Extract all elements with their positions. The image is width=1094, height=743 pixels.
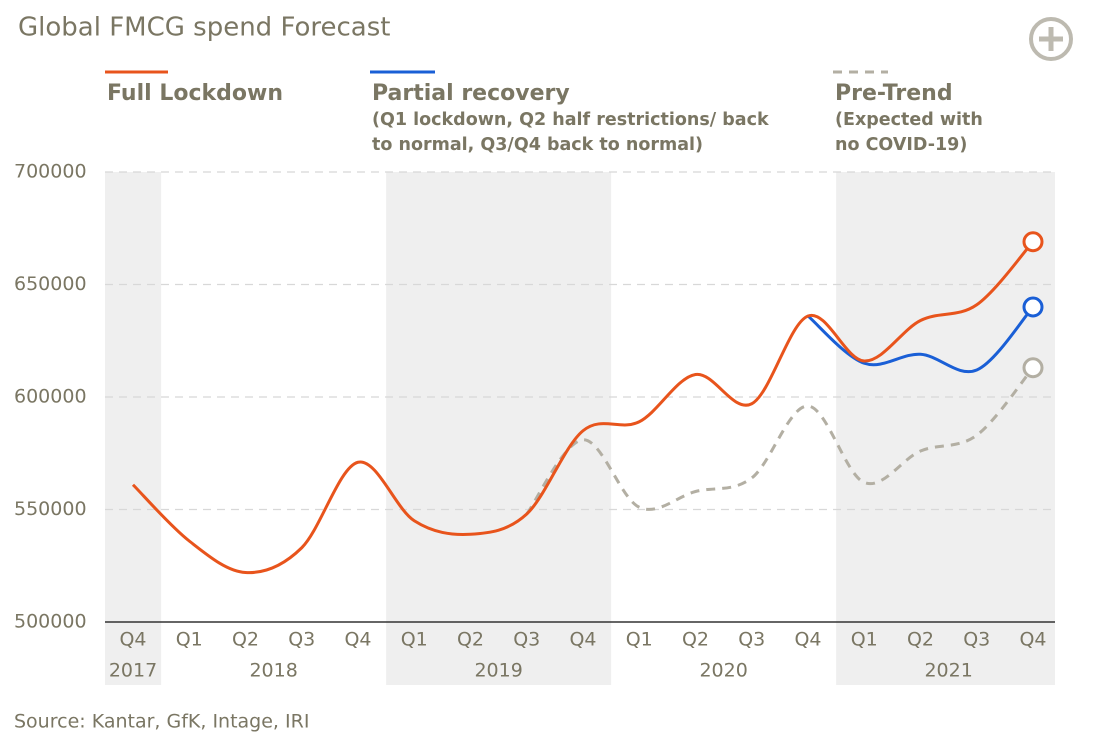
year-band [105, 172, 162, 685]
series-line [525, 366, 1035, 515]
x-tick-label: Q3 [288, 629, 315, 651]
x-tick-label: Q1 [401, 629, 428, 651]
legend-label: Partial recovery [372, 81, 570, 106]
year-label: 2018 [249, 660, 297, 682]
year-band [386, 172, 612, 685]
x-tick-label: Q2 [457, 629, 484, 651]
x-tick-label: Q2 [682, 629, 709, 651]
x-tick-label: Q4 [344, 629, 371, 651]
x-tick-label: Q1 [176, 629, 203, 651]
x-tick-label: Q4 [119, 629, 146, 651]
end-marker [1022, 357, 1044, 379]
x-tick-label: Q2 [907, 629, 934, 651]
x-tick-label: Q2 [232, 629, 259, 651]
x-tick-label: Q1 [851, 629, 878, 651]
year-band [836, 172, 1055, 685]
x-tick-label: Q4 [794, 629, 821, 651]
series-line [807, 306, 1035, 374]
add-icon[interactable] [1029, 17, 1073, 61]
background: 2017 2018 2019 2020 2021 500000 550000 600000 65… [14, 161, 1055, 685]
year-label: 2021 [924, 660, 972, 682]
legend-label: Pre-Trend [835, 81, 953, 106]
x-tick-label: Q4 [569, 629, 596, 651]
add-icon-plus[interactable] [1039, 27, 1063, 51]
end-marker [1022, 296, 1044, 318]
series-line [131, 240, 1035, 575]
end-marker [1022, 231, 1044, 253]
x-tick-label: Q4 [1019, 629, 1046, 651]
year-label: 2017 [109, 660, 157, 682]
x-tick-label: Q3 [513, 629, 540, 651]
legend-note: (Q1 lockdown, Q2 half restrictions/ back [372, 110, 769, 130]
legend-note: (Expected with [835, 110, 983, 130]
year-label: 2019 [474, 660, 522, 682]
x-tick-label: Q3 [738, 629, 765, 651]
y-tick-label: 550000 [14, 498, 87, 520]
legend-label: Full Lockdown [107, 81, 283, 106]
y-tick-label: 700000 [14, 161, 87, 183]
add-button[interactable] [1029, 17, 1073, 61]
legend-note: to normal, Q3/Q4 back to normal) [372, 135, 703, 155]
year-label: 2020 [699, 660, 747, 682]
y-tick-label: 650000 [14, 273, 87, 295]
legend-note: no COVID-19) [835, 135, 967, 155]
y-tick-label: 500000 [14, 611, 87, 633]
source: Source: Kantar, GfK, Intage, IRI [14, 711, 309, 733]
chart-title: Global FMCG spend Forecast [18, 13, 390, 43]
x-tick-label: Q3 [963, 629, 990, 651]
y-tick-label: 600000 [14, 386, 87, 408]
x-tick-label: Q1 [626, 629, 653, 651]
